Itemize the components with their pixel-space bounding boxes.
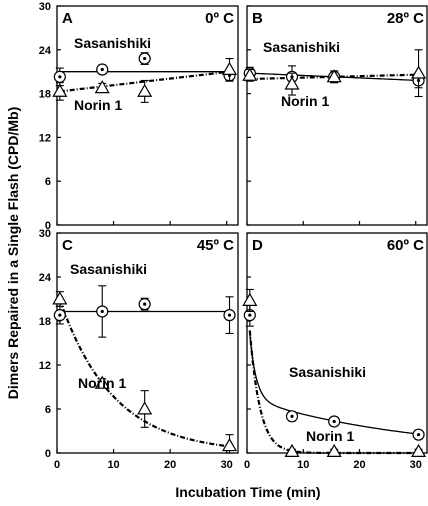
data-point-center	[100, 67, 104, 72]
data-point-norin1	[94, 375, 110, 389]
panel-letter: C	[62, 237, 73, 254]
data-point-norin1	[221, 437, 238, 452]
data-point-center	[58, 75, 62, 79]
x-tick-label: 0	[244, 459, 250, 471]
plot-frame	[56, 232, 239, 454]
plot-frame	[246, 5, 428, 226]
y-tick-label: 0	[45, 220, 51, 232]
y-axis-title: Dimers Repaired in a Single Flash (CPD/M…	[5, 107, 21, 400]
data-point-center	[143, 302, 147, 306]
data-point-center	[332, 419, 336, 424]
x-tick-label: 20	[353, 459, 365, 471]
x-tick-label: 30	[221, 459, 233, 471]
panels: 0 6 12 18 24 30 A 0º C Sasanishiki Norin 1 B 28º C S…	[39, 1, 428, 471]
data-point-norin1	[284, 76, 300, 90]
y-tick-label: 18	[39, 89, 51, 101]
data-point-norin1	[242, 67, 258, 81]
x-tick-label: 10	[107, 459, 119, 471]
series-label-norin1: Norin 1	[306, 428, 354, 444]
data-point-norin1	[94, 80, 110, 94]
series-label-sasanishiki: Sasanishiki	[74, 35, 151, 51]
temperature-label: 45º C	[197, 237, 234, 254]
x-axis-title: Incubation Time (min)	[175, 484, 320, 500]
temperature-label: 60º C	[387, 237, 424, 254]
y-tick-label: 30	[39, 1, 51, 13]
panel-letter: D	[252, 237, 263, 254]
data-point-norin1	[284, 443, 300, 458]
y-tick-label: 24	[39, 45, 52, 57]
y-tick-label: 0	[45, 448, 51, 460]
y-tick-label: 30	[39, 228, 51, 240]
data-point-center	[248, 313, 252, 317]
x-tick-label: 20	[164, 459, 176, 471]
data-point-center	[227, 313, 232, 317]
data-point-center	[100, 309, 104, 314]
data-point-norin1	[411, 65, 427, 79]
x-tick-label: 10	[297, 459, 309, 471]
panel-d: 0 10 20 30 D 60º C Sasanishiki Norin 1	[242, 232, 428, 471]
panel-letter: B	[252, 10, 263, 27]
y-tick-label: 6	[45, 176, 51, 188]
series-label-norin1: Norin 1	[281, 93, 329, 109]
series-label-norin1: Norin 1	[74, 97, 122, 113]
data-point-center	[143, 56, 147, 61]
data-point-center	[416, 433, 421, 437]
y-tick-label: 12	[39, 360, 51, 372]
data-point-norin1	[242, 292, 258, 306]
panel-letter: A	[62, 10, 73, 27]
data-point-norin1	[137, 401, 153, 415]
data-point-norin1	[411, 443, 427, 458]
x-tick-label: 30	[410, 459, 422, 471]
temperature-label: 28º C	[387, 10, 424, 27]
x-tick-label: 0	[54, 459, 60, 471]
fit-line-norin1	[59, 70, 230, 93]
plot-frame	[56, 5, 239, 226]
data-point-center	[290, 414, 294, 418]
panel-a: 0 6 12 18 24 30 A 0º C Sasanishiki Norin 1	[39, 1, 239, 232]
data-point-norin1	[326, 443, 342, 458]
y-tick-label: 12	[39, 132, 51, 144]
y-tick-label: 24	[39, 272, 52, 284]
data-point-norin1	[52, 291, 68, 305]
data-point-center	[58, 313, 62, 317]
temperature-label: 0º C	[205, 10, 234, 27]
y-tick-label: 6	[45, 404, 51, 416]
panel-b: B 28º C Sasanishiki Norin 1	[242, 5, 428, 226]
series-label-norin1: Norin 1	[78, 375, 126, 391]
series-label-sasanishiki: Sasanishiki	[289, 364, 366, 380]
data-point-norin1	[137, 83, 153, 97]
series-label-sasanishiki: Sasanishiki	[70, 261, 147, 277]
panel-c: 0 6 12 18 24 30 0 10 20 30 C 45º C Sasanishiki Norin …	[39, 228, 239, 471]
data-point-norin1	[326, 69, 342, 83]
y-tick-label: 18	[39, 316, 51, 328]
data-point-norin1	[52, 83, 68, 97]
series-label-sasanishiki: Sasanishiki	[263, 39, 340, 55]
data-point-norin1	[221, 61, 238, 75]
